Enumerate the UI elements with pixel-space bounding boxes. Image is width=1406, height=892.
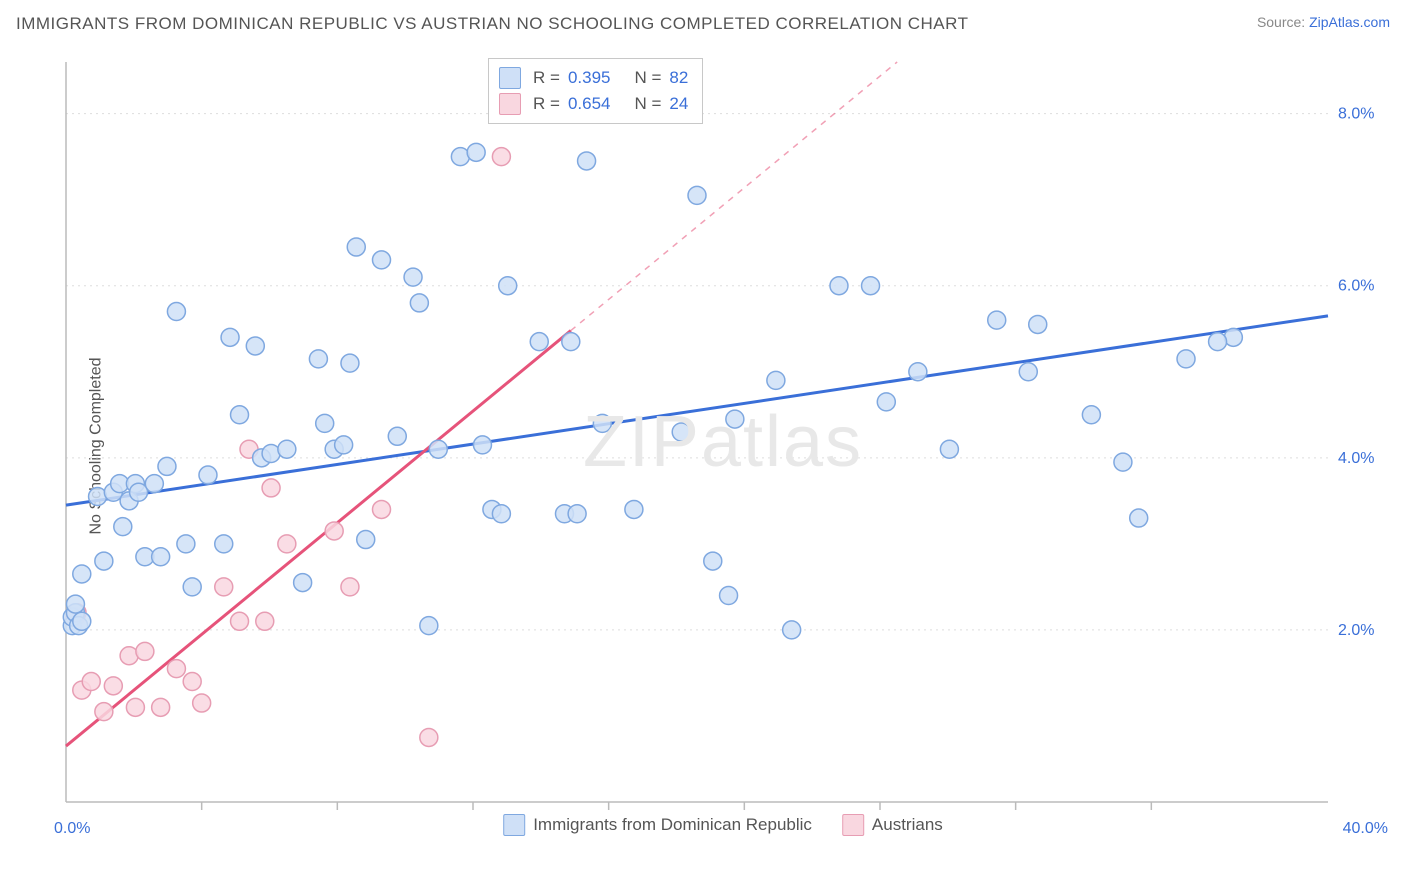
correlation-legend-row: R = 0.654 N = 24 [499, 91, 688, 117]
legend-r-label: R = [533, 68, 560, 88]
chart-title: IMMIGRANTS FROM DOMINICAN REPUBLIC VS AU… [16, 14, 968, 34]
plot-area: 2.0%4.0%6.0%8.0% ZIPatlas R =0.395N =82R… [58, 48, 1388, 836]
plot-svg: 2.0% 4.0% 6.0% 8.0% [58, 48, 1388, 836]
correlation-legend-row: R = 0.395 N = 82 [499, 65, 688, 91]
x-axis-min-label: 0.0% [54, 820, 90, 838]
legend-n-value: 82 [669, 68, 688, 88]
source-attribution: Source: ZipAtlas.com [1257, 14, 1390, 30]
legend-swatch [503, 814, 525, 836]
correlation-legend: R = 0.395 N = 82 R = 0.654 N = 24 [488, 58, 703, 124]
source-link[interactable]: ZipAtlas.com [1309, 14, 1390, 30]
x-axis-max-label: 40.0% [1343, 820, 1388, 838]
series-legend: Immigrants from Dominican Republic Austri… [503, 814, 943, 836]
series-legend-item: Austrians [842, 814, 943, 836]
legend-r-value: 0.654 [568, 94, 611, 114]
legend-swatch [842, 814, 864, 836]
legend-swatch [499, 67, 521, 89]
svg-text:4.0%: 4.0% [1338, 450, 1374, 467]
legend-n-label: N = [634, 68, 661, 88]
series-legend-item: Immigrants from Dominican Republic [503, 814, 812, 836]
legend-n-label: N = [634, 94, 661, 114]
legend-n-value: 24 [669, 94, 688, 114]
legend-r-label: R = [533, 94, 560, 114]
chart-container: IMMIGRANTS FROM DOMINICAN REPUBLIC VS AU… [0, 0, 1406, 892]
series-legend-label: Immigrants from Dominican Republic [533, 815, 812, 835]
source-prefix: Source: [1257, 14, 1309, 30]
legend-r-value: 0.395 [568, 68, 611, 88]
series-legend-label: Austrians [872, 815, 943, 835]
svg-text:8.0%: 8.0% [1338, 106, 1374, 123]
svg-text:6.0%: 6.0% [1338, 278, 1374, 295]
svg-text:2.0%: 2.0% [1338, 622, 1374, 639]
legend-swatch [499, 93, 521, 115]
